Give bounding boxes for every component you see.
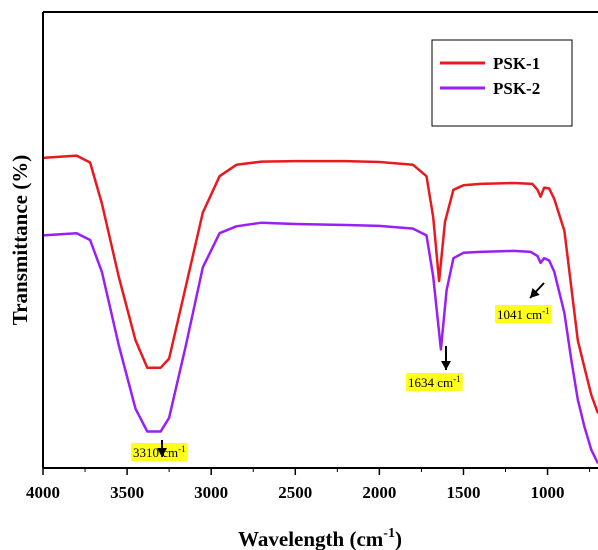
x-axis-title: Wavelength (cm-1)	[238, 526, 402, 550]
y-axis-title: Transmittance (%)	[8, 155, 32, 326]
annotation-highlight	[495, 305, 552, 323]
annotation-label: 3310 cm-1	[133, 444, 186, 460]
legend: PSK-1 PSK-2	[431, 39, 573, 127]
annotation-arrowhead	[441, 361, 451, 370]
series-line-psk-2	[43, 221, 598, 464]
annotation-highlight	[406, 373, 463, 391]
annotation-arrowhead	[157, 448, 167, 457]
legend-box	[431, 39, 573, 127]
x-tick-label: 3500	[110, 483, 144, 502]
annotation-arrowhead	[530, 288, 540, 298]
x-tick-label: 2000	[362, 483, 396, 502]
x-tick-label: 2500	[278, 483, 312, 502]
x-tick-label: 3000	[194, 483, 228, 502]
annotation-label: 1634 cm-1	[408, 374, 461, 390]
x-tick-label: 4000	[26, 483, 60, 502]
annotation-3310: 3310 cm-1	[131, 440, 188, 461]
x-tick-label: 1000	[531, 483, 565, 502]
legend-label-psk-1: PSK-1	[493, 54, 540, 73]
annotation-1634: 1634 cm-1	[406, 346, 463, 391]
plot-area	[43, 154, 598, 464]
annotation-label: 1041 cm-1	[497, 306, 550, 322]
x-tick-label: 1500	[446, 483, 480, 502]
x-axis-title-main: Wavelength (cm	[238, 527, 384, 550]
annotation-1041: 1041 cm-1	[495, 282, 552, 323]
legend-label-psk-2: PSK-2	[493, 79, 540, 98]
x-axis-title-sup: -1	[383, 526, 395, 541]
x-axis-title-end: )	[395, 527, 402, 550]
series-line-psk-1	[43, 154, 598, 414]
